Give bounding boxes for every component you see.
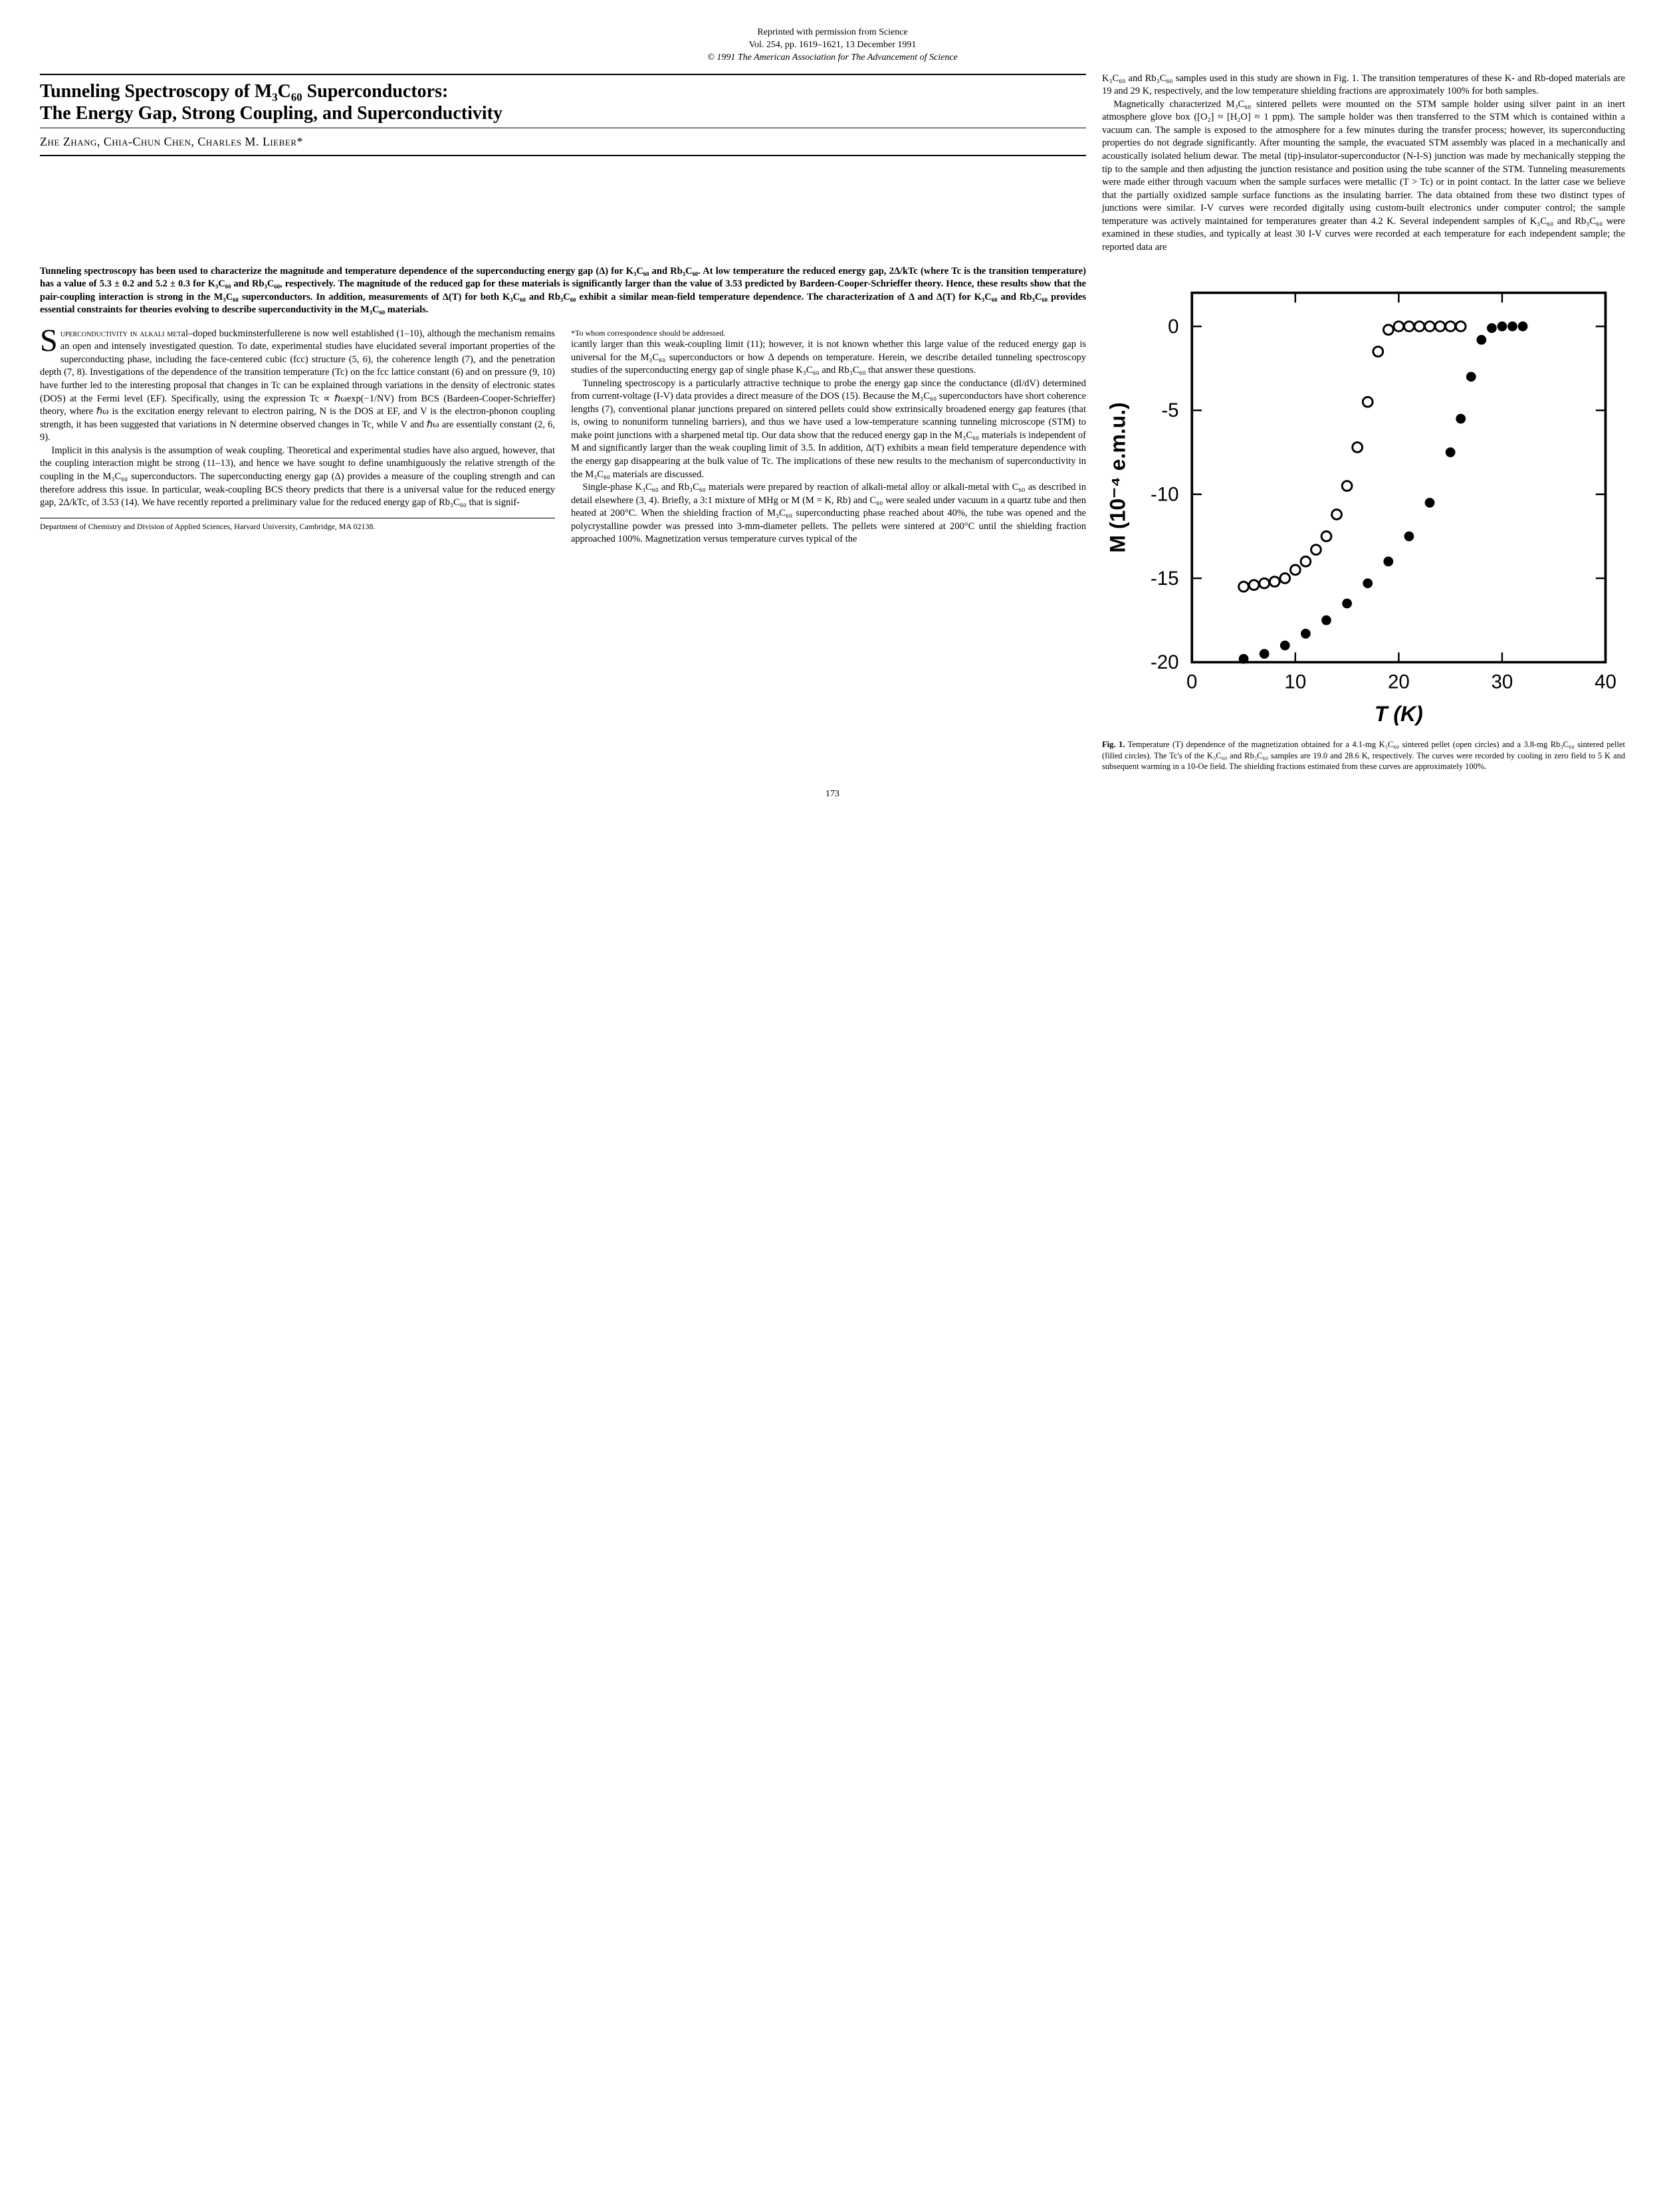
title-line2: The Energy Gap, Strong Coupling, and Sup… [40, 103, 502, 124]
reprint-copyright: © 1991 The American Association for The … [40, 52, 1625, 64]
authors: Zhe Zhang, Chia-Chun Chen, Charles M. Li… [40, 134, 1086, 150]
reprint-line1: Reprinted with permission from Science [40, 27, 1625, 39]
body-p5: Single-phase K₃C₆₀ and Rb₃C₆₀ materials … [571, 481, 1086, 546]
svg-text:-15: -15 [1151, 567, 1179, 589]
body-p4: Tunneling spectroscopy is a particularly… [571, 378, 1086, 482]
abstract: Tunneling spectroscopy has been used to … [40, 265, 1086, 317]
rule-after-authors [40, 155, 1086, 156]
p1-rest: al–doped buckminsterfullerene is now wel… [40, 328, 555, 443]
body-p6: K₃C₆₀ and Rb₃C₆₀ samples used in this st… [1102, 73, 1625, 97]
col3-continuation: K₃C₆₀ and Rb₃C₆₀ samples used in this st… [1102, 70, 1625, 255]
svg-text:M (10⁻⁴ e.m.u.): M (10⁻⁴ e.m.u.) [1105, 402, 1129, 552]
svg-text:40: 40 [1595, 671, 1616, 693]
affiliation: Department of Chemistry and Division of … [40, 518, 555, 532]
svg-text:T (K): T (K) [1375, 701, 1423, 725]
figure-1-chart: 0 10 20 30 40 -20 -15 -10 -5 0 T (K) M (10⁻⁴ e.m.u.… [1102, 273, 1625, 731]
svg-text:-20: -20 [1151, 651, 1179, 673]
svg-text:-5: -5 [1161, 399, 1178, 421]
title-line1: Tunneling Spectroscopy of M₃C₆₀ Supercon… [40, 81, 448, 102]
svg-text:0: 0 [1168, 315, 1178, 337]
reprint-line2: Vol. 254, pp. 1619–1621, 13 December 199… [40, 39, 1625, 52]
page-number: 173 [40, 788, 1625, 801]
body-p1: Superconductivity in alkali metal–doped … [40, 328, 555, 445]
correspondence-footnote: *To whom correspondence should be addres… [571, 328, 1086, 338]
reprint-info: Reprinted with permission from Science V… [40, 27, 1625, 64]
svg-text:-10: -10 [1151, 483, 1179, 505]
rule-top [40, 74, 1086, 75]
body-p7: Magnetically characterized M₃C₆₀ sintere… [1102, 98, 1625, 255]
body-p3: icantly larger than this weak-coupling l… [571, 338, 1086, 378]
svg-text:10: 10 [1284, 671, 1306, 693]
p1-lead: Superconductivity in alkali met [60, 328, 181, 339]
figure-1: 0 10 20 30 40 -20 -15 -10 -5 0 T (K) M (10⁻⁴ e.m.u.… [1102, 273, 1625, 773]
fig1-label: Fig. 1. [1102, 740, 1125, 749]
svg-text:30: 30 [1492, 671, 1513, 693]
figure-1-caption: Fig. 1. Temperature (T) dependence of th… [1102, 739, 1625, 773]
body-p2: Implicit in this analysis is the assumpt… [40, 445, 555, 510]
fig1-caption-text: Temperature (T) dependence of the magnet… [1102, 740, 1625, 772]
svg-text:0: 0 [1186, 671, 1197, 693]
article-title: Tunneling Spectroscopy of M₃C₆₀ Supercon… [40, 80, 1086, 125]
svg-text:20: 20 [1388, 671, 1410, 693]
